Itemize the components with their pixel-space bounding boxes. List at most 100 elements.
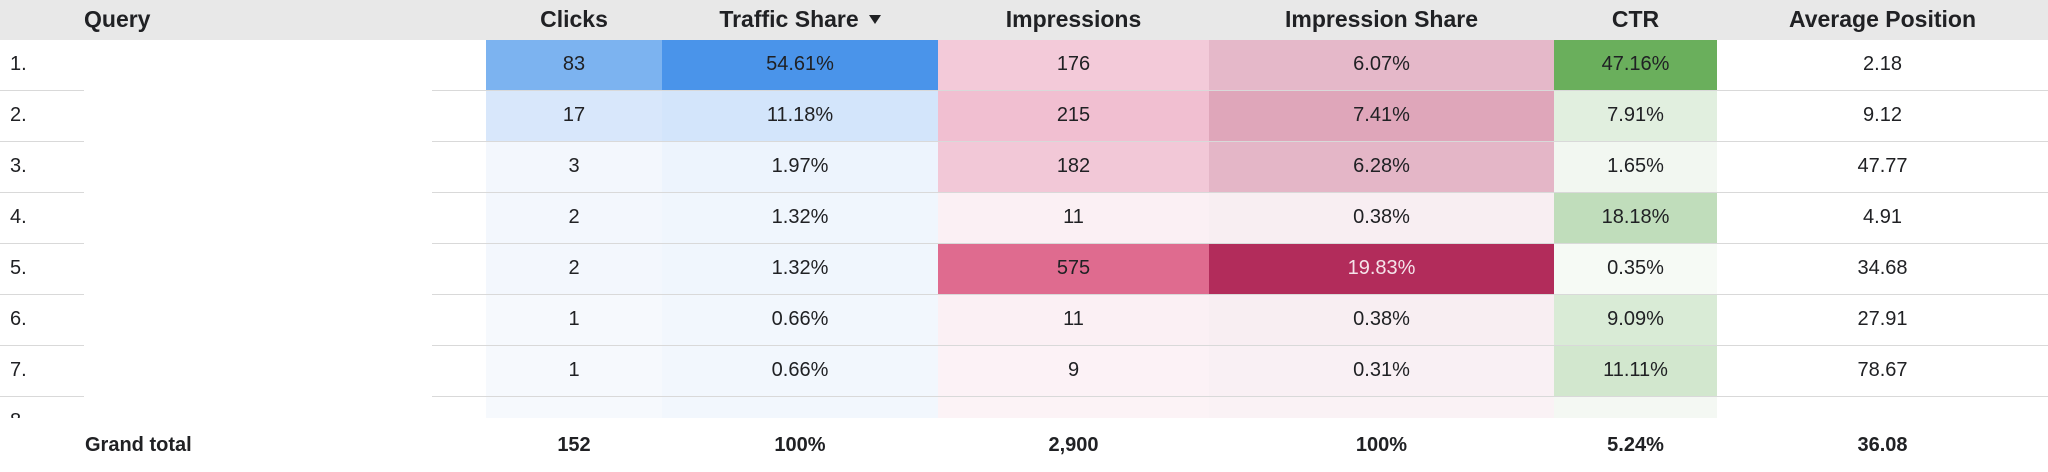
cell-ctr: 18.18% (1554, 193, 1717, 244)
cell-traffic-share (662, 397, 938, 418)
table-row[interactable]: 3. 3 1.97% 182 6.28% 1.65% 47.77 (0, 142, 2048, 193)
cell-avg-position: 78.67 (1717, 346, 2048, 397)
row-index: 2. (10, 104, 27, 126)
row-divider (0, 294, 2048, 295)
cell-traffic-share: 1.32% (662, 244, 938, 295)
cell-ctr (1554, 397, 1717, 418)
header-traffic-share[interactable]: Traffic Share (662, 0, 938, 40)
total-traffic-share: 100% (774, 434, 826, 456)
cell-ctr: 7.91% (1554, 91, 1717, 142)
cell-impression-share: 0.31% (1209, 346, 1554, 397)
cell-traffic-share: 0.66% (662, 295, 938, 346)
row-divider (0, 192, 2048, 193)
cell-avg-position: 34.68 (1717, 244, 2048, 295)
total-average-position: 36.08 (1857, 434, 1908, 456)
cell-ctr: 47.16% (1554, 40, 1717, 91)
cell-impression-share (1209, 397, 1554, 418)
cell-impression-share: 7.41% (1209, 91, 1554, 142)
cell-traffic-share: 0.66% (662, 346, 938, 397)
cell-clicks: 1 (486, 295, 662, 346)
query-cell (84, 91, 432, 142)
cell-impressions: 182 (938, 142, 1209, 193)
cell-impressions (938, 397, 1209, 418)
cell-avg-position (1717, 397, 2048, 418)
header-impression-share[interactable]: Impression Share (1284, 6, 1479, 32)
cell-impression-share: 6.07% (1209, 40, 1554, 91)
row-divider (0, 90, 2048, 91)
query-cell (84, 193, 432, 244)
row-index: 8. (10, 397, 27, 418)
cell-impression-share: 19.83% (1209, 244, 1554, 295)
row-divider-gap (84, 396, 432, 397)
cell-ctr: 9.09% (1554, 295, 1717, 346)
table-row[interactable]: 5. 2 1.32% 575 19.83% 0.35% 34.68 (0, 244, 2048, 295)
cell-clicks: 2 (486, 193, 662, 244)
total-ctr: 5.24% (1607, 434, 1664, 456)
table-row[interactable]: 4. 2 1.32% 11 0.38% 18.18% 4.91 (0, 193, 2048, 244)
row-index: 3. (10, 155, 27, 177)
row-index: 5. (10, 257, 27, 279)
query-cell (84, 40, 432, 91)
header-traffic-share-label: Traffic Share (719, 6, 859, 32)
cell-clicks: 1 (486, 346, 662, 397)
row-index: 4. (10, 206, 27, 228)
row-divider (0, 141, 2048, 142)
cell-impressions: 215 (938, 91, 1209, 142)
row-divider (0, 345, 2048, 346)
row-divider (0, 396, 2048, 397)
cell-clicks (486, 397, 662, 418)
query-cell (84, 346, 432, 397)
cell-ctr: 11.11% (1554, 346, 1717, 397)
row-divider-gap (84, 294, 432, 295)
total-impressions: 2,900 (1048, 434, 1099, 456)
table-row[interactable]: 2. 17 11.18% 215 7.41% 7.91% 9.12 (0, 91, 2048, 142)
row-divider (0, 243, 2048, 244)
row-divider-gap (84, 90, 432, 91)
query-cell (84, 244, 432, 295)
header-average-position[interactable]: Average Position (1788, 6, 1977, 32)
row-divider-gap (84, 141, 432, 142)
cell-ctr: 0.35% (1554, 244, 1717, 295)
cell-avg-position: 27.91 (1717, 295, 2048, 346)
cell-avg-position: 47.77 (1717, 142, 2048, 193)
cell-clicks: 17 (486, 91, 662, 142)
header-ctr[interactable]: CTR (1611, 6, 1660, 32)
table-row[interactable]: 8. (0, 397, 2048, 418)
cell-impression-share: 6.28% (1209, 142, 1554, 193)
query-cell (84, 295, 432, 346)
total-impression-share: 100% (1355, 434, 1408, 456)
header-query[interactable]: Query (84, 6, 151, 32)
row-divider-gap (84, 192, 432, 193)
header-clicks[interactable]: Clicks (540, 6, 608, 32)
cell-avg-position: 4.91 (1717, 193, 2048, 244)
query-cell (84, 397, 432, 418)
header-impressions[interactable]: Impressions (1005, 6, 1142, 32)
grand-total-label: Grand total (85, 434, 192, 456)
cell-impressions: 11 (938, 295, 1209, 346)
cell-clicks: 2 (486, 244, 662, 295)
cell-impression-share: 0.38% (1209, 193, 1554, 244)
row-index: 1. (10, 53, 27, 75)
table-header: Query Clicks Traffic Share Impressions I… (0, 0, 2048, 40)
cell-impressions: 176 (938, 40, 1209, 91)
row-divider-gap (84, 345, 432, 346)
cell-impressions: 11 (938, 193, 1209, 244)
row-divider-gap (84, 243, 432, 244)
table-row[interactable]: 7. 1 0.66% 9 0.31% 11.11% 78.67 (0, 346, 2048, 397)
table-row[interactable]: 1. 83 54.61% 176 6.07% 47.16% 2.18 (0, 40, 2048, 91)
table-body: 1. 83 54.61% 176 6.07% 47.16% 2.18 2. 17 11.18% 21… (0, 40, 2048, 418)
cell-traffic-share: 1.32% (662, 193, 938, 244)
row-index: 6. (10, 308, 27, 330)
grand-total-row: Grand total 152 100% 2,900 100% 5.24% 36… (0, 418, 2048, 465)
sort-desc-icon[interactable] (868, 15, 881, 24)
cell-avg-position: 9.12 (1717, 91, 2048, 142)
row-index: 7. (10, 359, 27, 381)
cell-traffic-share: 11.18% (662, 91, 938, 142)
cell-traffic-share: 54.61% (662, 40, 938, 91)
cell-avg-position: 2.18 (1717, 40, 2048, 91)
query-cell (84, 142, 432, 193)
cell-impressions: 575 (938, 244, 1209, 295)
table-row[interactable]: 6. 1 0.66% 11 0.38% 9.09% 27.91 (0, 295, 2048, 346)
cell-clicks: 3 (486, 142, 662, 193)
total-clicks: 152 (557, 434, 591, 456)
